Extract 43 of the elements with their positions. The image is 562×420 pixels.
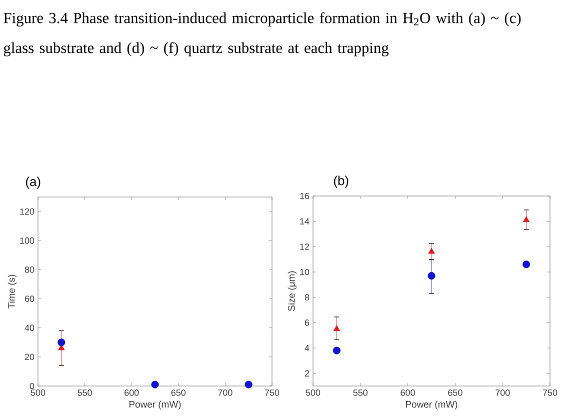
point bbox=[333, 325, 340, 331]
x-tick-label: 550 bbox=[78, 390, 92, 396]
point bbox=[428, 272, 436, 280]
chart-title: (a) bbox=[26, 176, 40, 189]
point bbox=[522, 260, 530, 268]
y-tick-label: 60 bbox=[24, 296, 34, 302]
x-tick-label: 650 bbox=[171, 390, 186, 396]
y-tick-label: 14 bbox=[300, 218, 310, 224]
y-tick-label: 10 bbox=[300, 268, 310, 276]
x-tick-label: 700 bbox=[218, 390, 232, 396]
y-tick-label: 100 bbox=[20, 237, 34, 244]
x-tick-label: 600 bbox=[124, 390, 139, 396]
x-tick-label: 500 bbox=[306, 390, 320, 396]
y-tick-label: 2 bbox=[304, 370, 310, 376]
point bbox=[244, 380, 252, 388]
y-tick-label: 40 bbox=[24, 324, 34, 332]
point bbox=[332, 346, 341, 354]
point bbox=[522, 216, 530, 222]
y-tick-label: 20 bbox=[24, 354, 34, 360]
y-tick-label: 120 bbox=[20, 208, 34, 215]
x-tick-label: 500 bbox=[30, 390, 46, 396]
x-tick-label: 600 bbox=[400, 390, 415, 396]
y-tick-label: 12 bbox=[300, 244, 310, 250]
x-tick-label: 750 bbox=[542, 390, 558, 396]
y-tick-label: 8 bbox=[304, 294, 310, 301]
point bbox=[151, 380, 159, 388]
point bbox=[428, 248, 435, 254]
x-tick-label: 750 bbox=[264, 390, 280, 396]
y-tick-label: 6 bbox=[304, 319, 310, 326]
x-tick-label: 550 bbox=[353, 390, 368, 396]
chart-title: (b) bbox=[334, 176, 348, 188]
y-tick-label: 0 bbox=[30, 382, 34, 390]
x-axis-title: Power (mW) bbox=[406, 400, 458, 410]
y-axis-title: Time (s) bbox=[8, 274, 17, 308]
y-tick-label: 16 bbox=[300, 192, 310, 200]
text: Figure 3.4 Phase transition-induced microparticle formation in H$_{2}$O with (a) ~ (c) glass substrate and (d) ~ (f) quartz substrate at each trapping bbox=[4, 12, 521, 56]
point bbox=[58, 338, 66, 346]
x-tick-label: 650 bbox=[448, 390, 462, 396]
x-axis-title: Power (mW) bbox=[129, 400, 181, 410]
y-axis-title: Size (μm) bbox=[288, 271, 297, 311]
y-tick-label: 80 bbox=[24, 266, 34, 273]
x-tick-label: 700 bbox=[496, 390, 510, 396]
y-tick-label: 4 bbox=[304, 344, 310, 352]
